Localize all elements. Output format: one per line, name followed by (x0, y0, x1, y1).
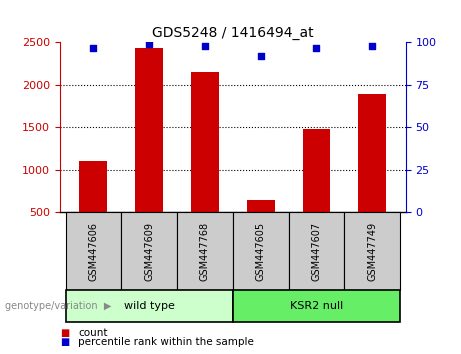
Point (257, 53, 264, 59)
Bar (358, 94, 386, 255)
Point (201, 43, 209, 49)
Text: GSM447768: GSM447768 (200, 222, 210, 281)
Point (90, 45, 97, 50)
Text: GSM447607: GSM447607 (312, 222, 321, 281)
Text: percentile rank within the sample: percentile rank within the sample (78, 337, 254, 347)
Bar (247, 200, 275, 255)
Text: genotype/variation  ▶: genotype/variation ▶ (5, 301, 111, 311)
Bar (79, 161, 107, 255)
Text: ■: ■ (60, 328, 69, 338)
Bar (135, 48, 163, 255)
Text: GSM447605: GSM447605 (256, 222, 266, 281)
Bar (191, 72, 219, 255)
Text: ■: ■ (60, 337, 69, 347)
Text: KSR2 null: KSR2 null (290, 301, 343, 311)
Point (368, 43, 376, 49)
Text: count: count (78, 328, 108, 338)
Point (313, 45, 320, 50)
Point (146, 41, 153, 47)
Text: GSM447749: GSM447749 (367, 222, 377, 281)
Text: GSM447606: GSM447606 (89, 222, 98, 281)
Bar (302, 129, 331, 255)
Text: GSM447609: GSM447609 (144, 222, 154, 281)
Title: GDS5248 / 1416494_at: GDS5248 / 1416494_at (152, 26, 313, 40)
Text: wild type: wild type (124, 301, 175, 311)
